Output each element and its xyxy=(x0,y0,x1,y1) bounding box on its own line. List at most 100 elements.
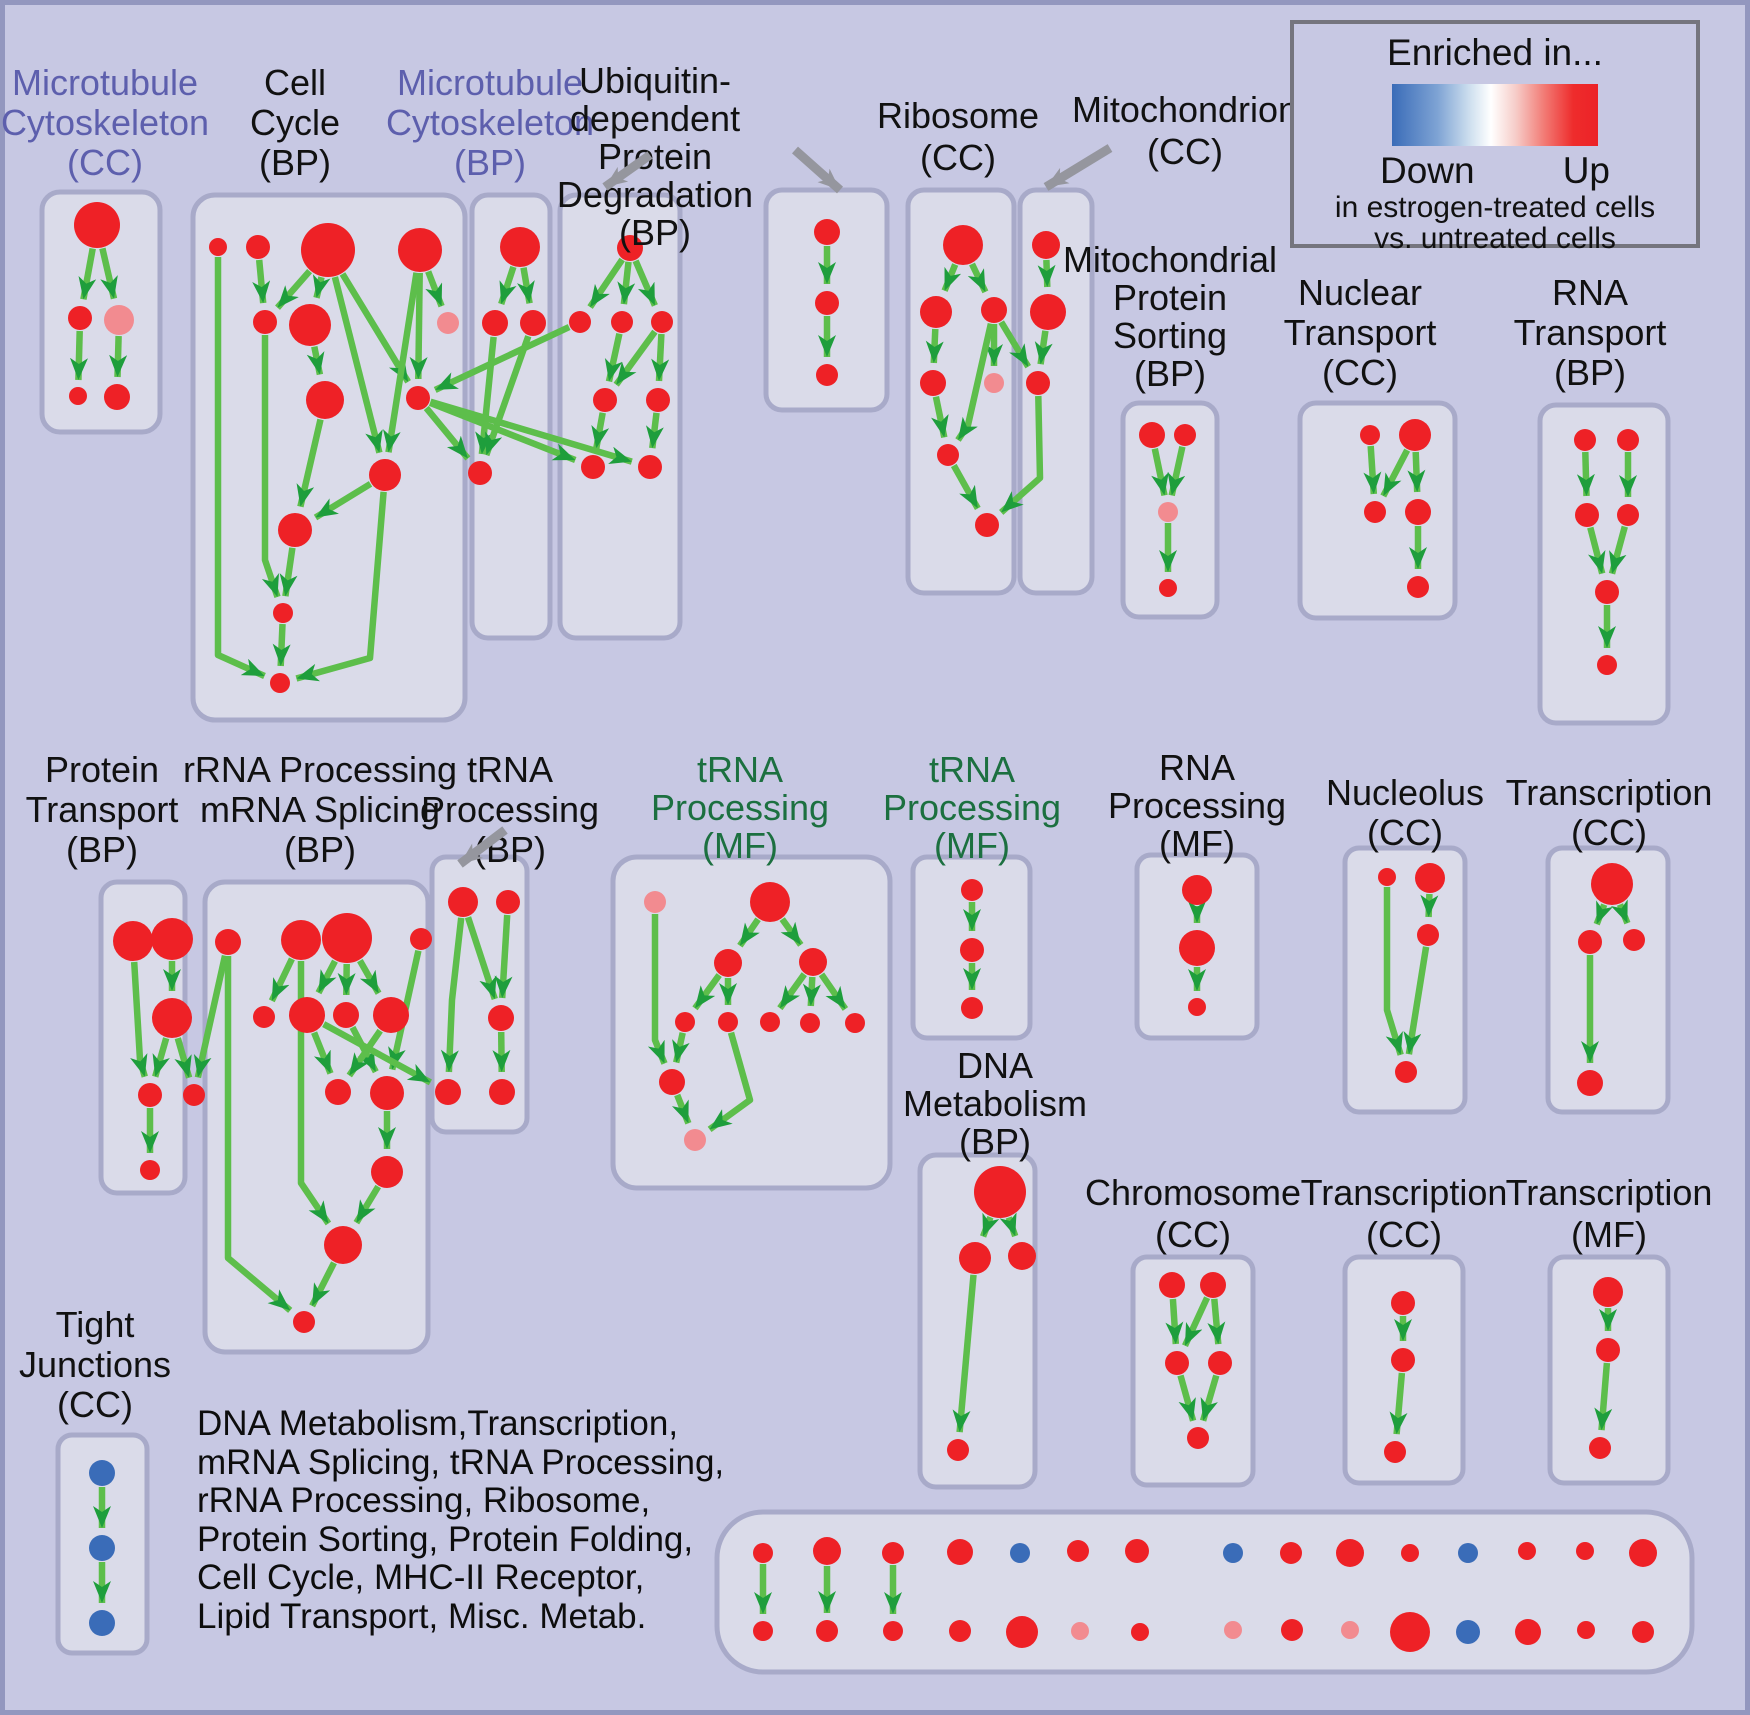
note-line: Cell Cycle, MHC-II Receptor, xyxy=(197,1558,645,1597)
cluster-label-ubiquitin-dependent-protein-degradation-bp: Protein xyxy=(598,136,712,177)
node-red-trna-processing-mf-large xyxy=(714,949,742,977)
node-red-cell-cycle-bp xyxy=(301,223,355,277)
cluster-label-ubiquitin-dependent-protein-degradation-bp: (BP) xyxy=(619,212,691,253)
node-red-rrna-processing-mrna-splicing-bp xyxy=(322,913,372,963)
cluster-label-microtubule-cytoskeleton-cc: Cytoskeleton xyxy=(1,102,209,143)
node-red-rna-processing-mf xyxy=(1179,930,1215,966)
edge-trna-processing-bp xyxy=(494,914,513,999)
cluster-label-ubiquitin-dependent-protein-degradation-bp: Degradation xyxy=(557,174,753,215)
cluster-label-rrna-processing-mrna-splicing-bp: (BP) xyxy=(284,829,356,870)
node-red-misc-metabolism-strip xyxy=(1577,1621,1595,1639)
node-red-mitochondrial-protein-sorting-bp xyxy=(1139,422,1165,448)
node-red-trna-processing-mf-large xyxy=(845,1013,865,1033)
node-red-ubiquitin-degradation-box-1 xyxy=(569,311,591,333)
node-red-trna-processing-mf-large xyxy=(659,1069,685,1095)
edge-cell-cycle-bp xyxy=(409,272,428,380)
node-red-misc-metabolism-strip xyxy=(816,1620,838,1642)
node-red-chromosome-cc xyxy=(1159,1272,1185,1298)
edge-protein-transport-bp xyxy=(130,961,148,1078)
node-red-cell-cycle-bp xyxy=(306,381,344,419)
label-pointer-arrow xyxy=(602,151,653,191)
cluster-label-trna-processing-mf-1: (MF) xyxy=(702,825,778,866)
cluster-label-transcription-cc-mid: (CC) xyxy=(1571,812,1647,853)
cluster-label-transcription-cc-bottom: (CC) xyxy=(1366,1214,1442,1255)
edge-transcription-cc-mid xyxy=(1593,900,1613,926)
edge-cell-cycle-bp xyxy=(312,274,331,299)
edge-rrna-processing-mrna-splicing-bp xyxy=(224,956,293,1313)
edge-cell-cycle-bp xyxy=(425,270,445,308)
node-pink-trna-processing-mf-large xyxy=(644,891,666,913)
edge-cell-cycle-bp xyxy=(339,272,411,384)
edge-ribosome-cc xyxy=(955,322,995,442)
node-red-rna-transport-bp xyxy=(1617,504,1639,526)
node-red-cell-cycle-bp xyxy=(253,310,277,334)
edge-chromosome-cc xyxy=(1182,1296,1211,1348)
cluster-label-dna-metabolism-bp: Metabolism xyxy=(903,1083,1087,1124)
cluster-label-ubiquitin-dependent-protein-degradation-bp: Ubiquitin- xyxy=(579,60,731,101)
edge-trna-processing-mf-large xyxy=(647,914,668,1065)
edge-cell-cycle-bp xyxy=(252,259,271,304)
cross-edge xyxy=(433,324,571,393)
node-red-rrna-processing-mrna-splicing-bp xyxy=(289,997,325,1033)
edge-microtubule-cytoskeleton-bp xyxy=(475,336,497,455)
edge-chromosome-cc xyxy=(1207,1298,1226,1345)
node-red-rna-transport-bp xyxy=(1595,580,1619,604)
cluster-box-rrna-processing-mrna-splicing-bp xyxy=(202,879,431,1355)
node-red-nuclear-transport-cc xyxy=(1399,419,1431,451)
node-red-misc-metabolism-strip xyxy=(883,1621,903,1641)
node-red-dna-metabolism-bp xyxy=(974,1166,1026,1218)
node-red-rrna-processing-mrna-splicing-bp xyxy=(324,1226,362,1264)
node-red-trna-processing-mf-small xyxy=(961,879,983,901)
edge-rrna-processing-mrna-splicing-bp xyxy=(309,1261,337,1308)
edge-microtubule-cytoskeleton-cc xyxy=(78,248,97,300)
cluster-label-rna-processing-mf: RNA xyxy=(1159,747,1235,788)
legend-title: Enriched in... xyxy=(1387,32,1603,73)
node-red-dna-metabolism-bp xyxy=(1008,1242,1036,1270)
edge-mitochondrion-cc xyxy=(1034,330,1053,365)
edge-microtubule-cytoskeleton-bp xyxy=(483,335,532,457)
node-red-misc-metabolism-strip xyxy=(1401,1544,1419,1562)
node-red-misc-metabolism-strip xyxy=(1067,1540,1089,1562)
edge-rrna-processing-mrna-splicing-bp xyxy=(315,959,338,995)
cluster-label-microtubule-cytoskeleton-cc: (CC) xyxy=(67,142,143,183)
cluster-label-rna-transport-bp: Transport xyxy=(1514,312,1667,353)
node-red-dna-metabolism-bp xyxy=(959,1242,991,1274)
cluster-label-cell-cycle-bp: Cycle xyxy=(250,102,340,143)
node-red-protein-transport-bp xyxy=(183,1084,205,1106)
node-red-chromosome-cc xyxy=(1200,1272,1226,1298)
node-blue-misc-metabolism-strip xyxy=(1456,1620,1480,1644)
cluster-label-ribosome-cc: Ribosome xyxy=(877,95,1039,136)
node-red-rrna-processing-mrna-splicing-bp xyxy=(325,1079,351,1105)
node-red-rna-processing-mf xyxy=(1188,998,1206,1016)
edge-cell-cycle-bp xyxy=(306,345,325,376)
cluster-label-microtubule-cytoskeleton-cc: Microtubule xyxy=(12,62,198,103)
cluster-label-tight-junctions-cc: Tight xyxy=(56,1304,135,1345)
cluster-box-rna-transport-bp xyxy=(1537,402,1671,726)
misc-categories-note: DNA Metabolism,Transcription, mRNA Splici… xyxy=(197,1404,724,1636)
cluster-label-mitochondrial-protein-sorting-bp: (BP) xyxy=(1134,353,1206,394)
node-red-misc-metabolism-strip xyxy=(1281,1619,1303,1641)
note-line: rRNA Processing, Ribosome, xyxy=(197,1481,651,1520)
cluster-label-protein-transport-bp: Protein xyxy=(45,749,159,790)
node-red-misc-metabolism-strip xyxy=(947,1539,973,1565)
node-red-transcription-cc-bottom xyxy=(1384,1441,1406,1463)
node-red-cell-cycle-bp xyxy=(398,228,442,272)
cluster-label-ubiquitin-dependent-protein-degradation-bp: dependent xyxy=(570,98,740,139)
edge-trna-processing-mf-large xyxy=(737,917,761,948)
edge-dna-metabolism-bp xyxy=(980,1212,1000,1238)
node-red-trna-processing-mf-large xyxy=(718,1012,738,1032)
cluster-label-trna-processing-mf-1: tRNA xyxy=(697,749,783,790)
cluster-label-ribosome-cc: (CC) xyxy=(920,137,996,178)
node-red-rna-transport-bp xyxy=(1617,429,1639,451)
cluster-box-dna-metabolism-bp xyxy=(917,1152,1038,1490)
edge-cell-cycle-bp xyxy=(279,547,298,597)
node-red-ubiquitin-degradation-box-2 xyxy=(814,219,840,245)
cluster-label-nuclear-transport-cc: Transport xyxy=(1284,312,1437,353)
edge-rrna-processing-mrna-splicing-bp xyxy=(311,1031,334,1075)
node-red-rrna-processing-mrna-splicing-bp xyxy=(371,1156,403,1188)
cross-edge xyxy=(998,320,1031,369)
cluster-label-trna-processing-mf-1: Processing xyxy=(651,787,829,828)
cluster-label-microtubule-cytoskeleton-bp: (BP) xyxy=(454,142,526,183)
node-red-cell-cycle-bp xyxy=(278,513,312,547)
node-red-nuclear-transport-cc xyxy=(1407,576,1429,598)
